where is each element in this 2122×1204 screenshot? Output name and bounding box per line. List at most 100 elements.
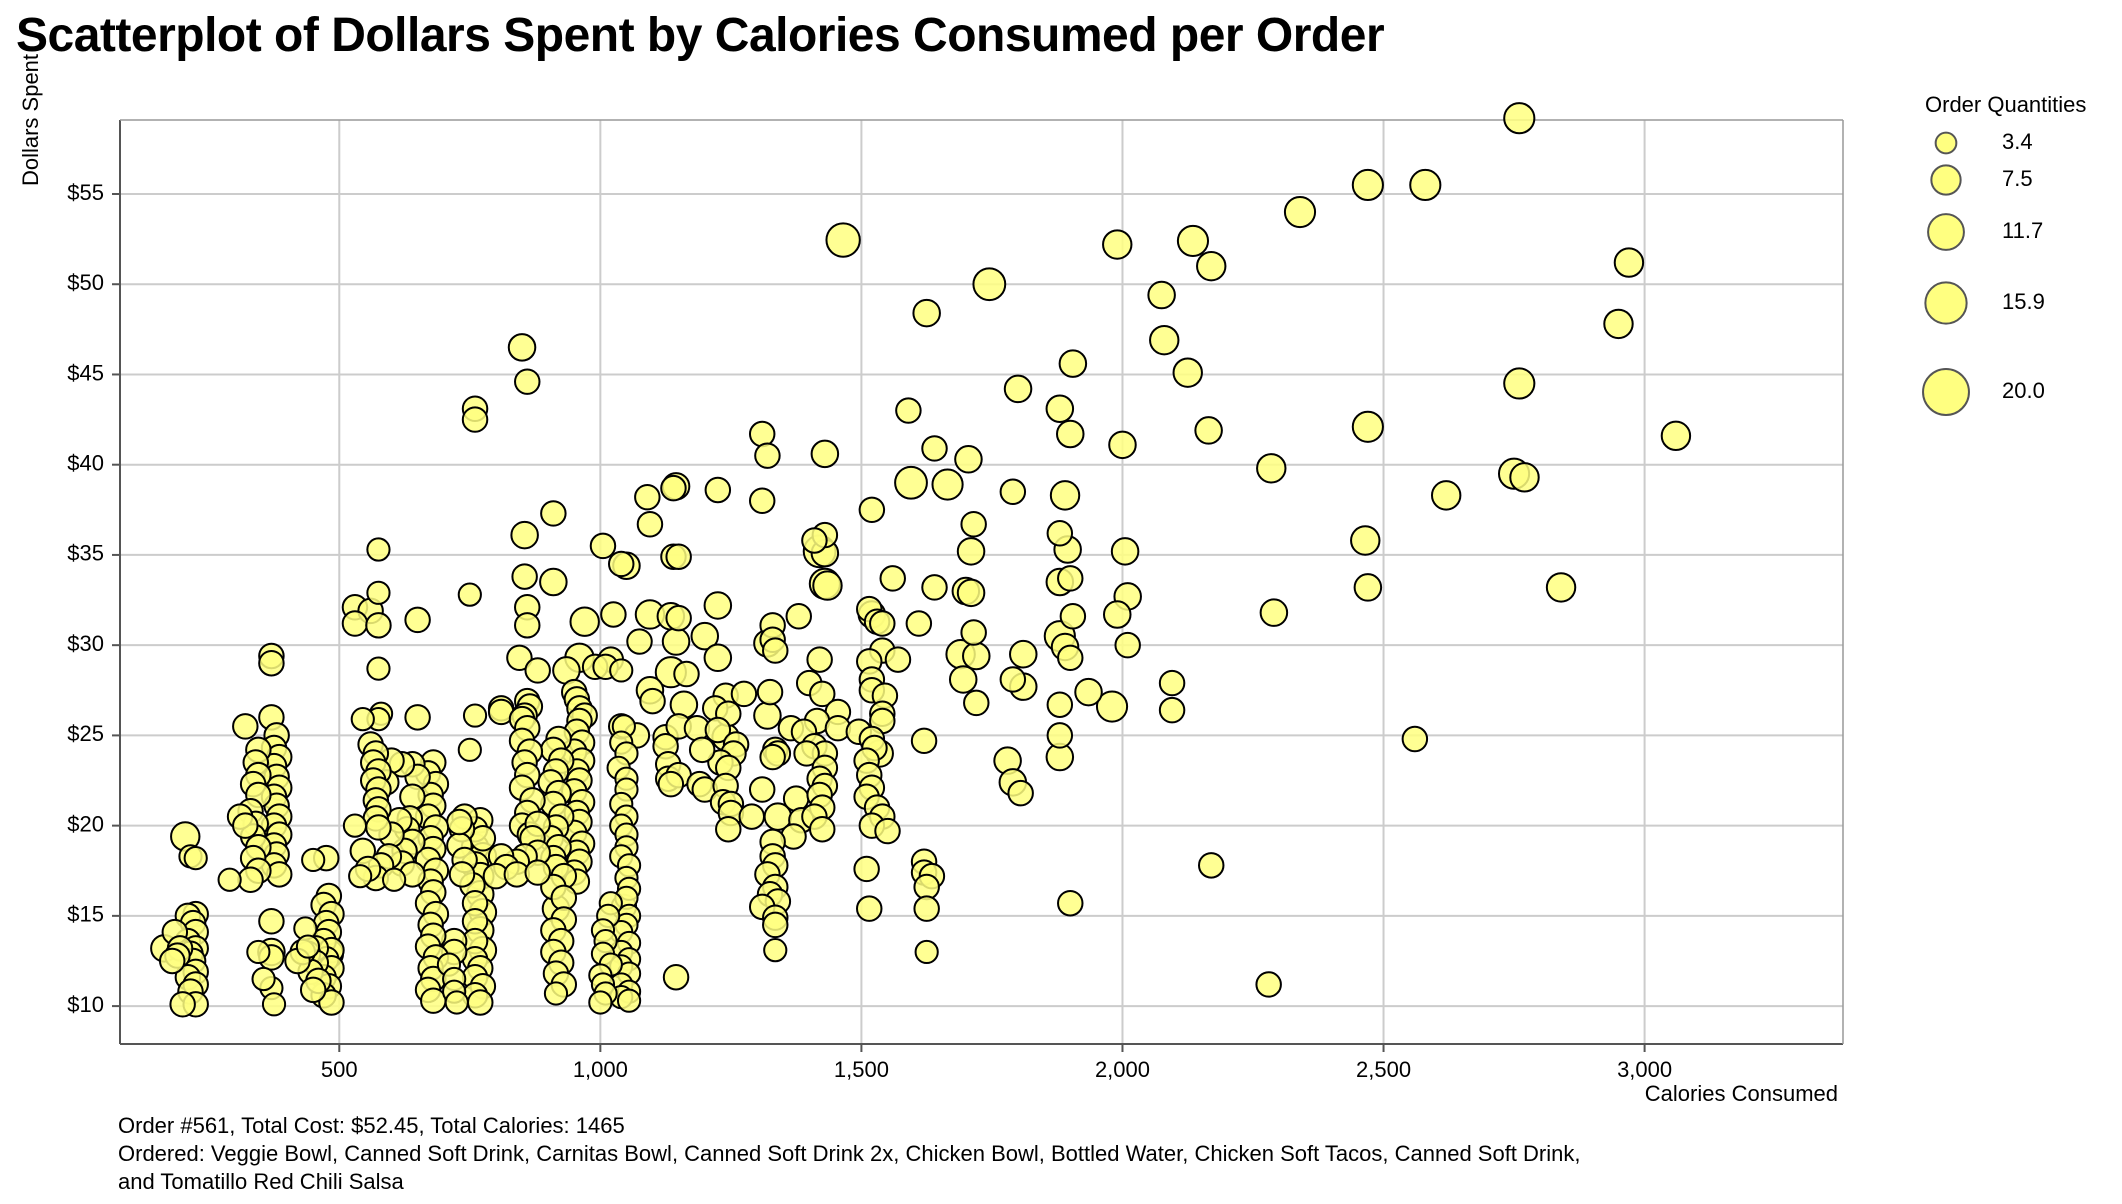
data-point[interactable]	[1102, 600, 1132, 629]
data-point[interactable]	[753, 701, 782, 730]
data-point[interactable]	[762, 637, 789, 664]
data-point[interactable]	[801, 527, 828, 554]
data-point[interactable]	[954, 445, 983, 474]
data-point[interactable]	[1095, 690, 1129, 723]
data-point[interactable]	[999, 666, 1027, 693]
data-point[interactable]	[1198, 852, 1225, 879]
data-point[interactable]	[350, 707, 375, 732]
data-point[interactable]	[812, 570, 843, 601]
data-point[interactable]	[348, 864, 373, 889]
data-point[interactable]	[1351, 168, 1384, 202]
data-point[interactable]	[169, 991, 196, 1018]
data-point[interactable]	[404, 704, 431, 731]
data-point[interactable]	[217, 867, 242, 892]
data-point[interactable]	[1351, 410, 1384, 443]
data-point[interactable]	[874, 817, 901, 845]
data-point[interactable]	[457, 737, 482, 762]
data-point[interactable]	[467, 989, 494, 1016]
data-point[interactable]	[1172, 357, 1203, 388]
data-point[interactable]	[457, 582, 482, 607]
data-point[interactable]	[963, 689, 990, 717]
data-point[interactable]	[1401, 725, 1429, 753]
data-point[interactable]	[251, 966, 276, 992]
data-point[interactable]	[931, 468, 964, 501]
data-point[interactable]	[914, 939, 939, 965]
data-point[interactable]	[1058, 349, 1088, 378]
data-point[interactable]	[1057, 565, 1084, 592]
data-point[interactable]	[1046, 520, 1074, 547]
data-point[interactable]	[158, 947, 186, 975]
data-point[interactable]	[420, 987, 447, 1014]
data-point[interactable]	[1603, 308, 1634, 340]
data-point[interactable]	[588, 990, 613, 1015]
data-point[interactable]	[616, 988, 642, 1013]
data-point[interactable]	[825, 222, 861, 258]
data-point[interactable]	[524, 657, 551, 684]
data-point[interactable]	[763, 938, 788, 963]
data-point[interactable]	[514, 612, 541, 639]
data-point[interactable]	[539, 567, 568, 597]
data-point[interactable]	[657, 770, 685, 798]
data-point[interactable]	[462, 703, 488, 728]
data-point[interactable]	[960, 619, 987, 646]
data-point[interactable]	[806, 646, 833, 673]
data-point[interactable]	[858, 496, 886, 524]
data-point[interactable]	[183, 846, 208, 871]
data-point[interactable]	[810, 439, 840, 469]
data-point[interactable]	[665, 604, 692, 632]
data-point[interactable]	[365, 612, 392, 639]
data-point[interactable]	[543, 981, 569, 1006]
data-point[interactable]	[894, 465, 928, 500]
data-point[interactable]	[1049, 480, 1081, 511]
data-point[interactable]	[1074, 677, 1103, 707]
data-point[interactable]	[301, 847, 326, 873]
data-point[interactable]	[905, 610, 933, 637]
data-point[interactable]	[342, 813, 368, 838]
data-point[interactable]	[673, 660, 700, 688]
data-point[interactable]	[785, 603, 812, 630]
data-point[interactable]	[514, 368, 541, 395]
data-point[interactable]	[956, 537, 986, 566]
data-point[interactable]	[793, 740, 820, 767]
data-point[interactable]	[365, 814, 392, 841]
data-point[interactable]	[1176, 224, 1210, 257]
data-point[interactable]	[662, 963, 690, 991]
data-point[interactable]	[258, 908, 285, 935]
data-point[interactable]	[1259, 598, 1289, 627]
data-point[interactable]	[1046, 722, 1074, 749]
data-point[interactable]	[856, 895, 883, 922]
data-point[interactable]	[1057, 890, 1084, 917]
data-point[interactable]	[524, 859, 551, 886]
data-point[interactable]	[759, 743, 786, 771]
data-point[interactable]	[634, 483, 661, 511]
data-point[interactable]	[1256, 453, 1287, 484]
data-point[interactable]	[446, 808, 473, 836]
data-point[interactable]	[232, 812, 259, 839]
data-point[interactable]	[609, 658, 634, 683]
data-point[interactable]	[754, 442, 781, 469]
data-point[interactable]	[972, 267, 1007, 302]
data-point[interactable]	[639, 687, 666, 715]
data-point[interactable]	[703, 643, 733, 673]
data-point[interactable]	[715, 816, 742, 843]
data-point[interactable]	[237, 866, 264, 894]
data-point[interactable]	[730, 680, 758, 708]
data-point[interactable]	[704, 476, 732, 504]
data-point[interactable]	[261, 992, 287, 1017]
data-point[interactable]	[1007, 779, 1034, 807]
data-point[interactable]	[366, 656, 391, 681]
data-point[interactable]	[738, 803, 765, 830]
data-point[interactable]	[1353, 573, 1383, 602]
data-point[interactable]	[960, 511, 987, 538]
data-point[interactable]	[510, 520, 539, 550]
data-point[interactable]	[660, 474, 687, 502]
data-point[interactable]	[1660, 420, 1692, 452]
data-point[interactable]	[869, 610, 896, 637]
data-point[interactable]	[366, 537, 391, 562]
data-point[interactable]	[762, 911, 789, 939]
data-point[interactable]	[1158, 696, 1186, 724]
data-point[interactable]	[809, 816, 836, 843]
data-point[interactable]	[1057, 644, 1084, 672]
data-point[interactable]	[399, 783, 426, 810]
data-point[interactable]	[1613, 247, 1645, 278]
